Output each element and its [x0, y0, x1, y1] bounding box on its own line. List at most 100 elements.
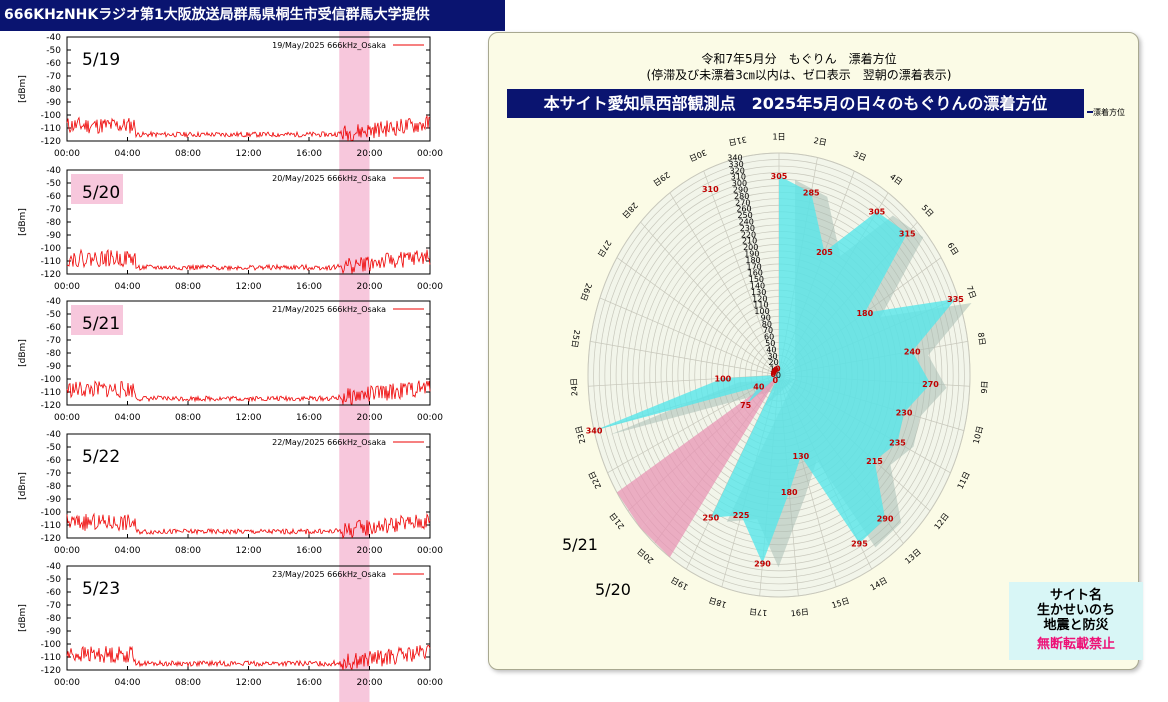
- day-label: 28日: [620, 201, 639, 220]
- value-label: 295: [851, 539, 868, 548]
- radar-spoke: [616, 257, 780, 376]
- y-tick-label: -70: [46, 469, 61, 479]
- x-tick-label: 00:00: [54, 149, 80, 159]
- x-tick-label: 04:00: [115, 149, 141, 159]
- radial-tick-label: 30: [767, 352, 777, 361]
- value-label: 230: [896, 409, 913, 418]
- day-label: 8日: [976, 332, 987, 346]
- x-tick-label: 08:00: [175, 546, 201, 556]
- radial-tick-label: 340: [727, 154, 742, 163]
- y-tick-label: -60: [46, 588, 61, 598]
- radar-spoke: [740, 157, 780, 376]
- y-tick-label: -70: [46, 72, 61, 82]
- site-line2: 地震と防災: [1043, 618, 1109, 633]
- radial-tick-label: 200: [743, 243, 758, 252]
- y-tick-label: -40: [46, 562, 61, 572]
- y-axis-label: [dBm]: [18, 339, 28, 367]
- y-tick-label: -70: [46, 336, 61, 346]
- y-tick-label: -90: [46, 98, 61, 108]
- date-label: 5/19: [82, 50, 120, 70]
- day-label: 11日: [956, 470, 972, 490]
- y-tick-label: -90: [46, 495, 61, 505]
- date-label: 5/20: [82, 183, 120, 203]
- x-tick-label: 20:00: [357, 282, 383, 292]
- radar-spoke: [590, 341, 780, 376]
- date-label: 5/22: [82, 447, 120, 467]
- x-tick-label: 04:00: [115, 282, 141, 292]
- value-label: 270: [922, 380, 939, 389]
- radar-subtitle: (停滞及び未漂着3㎝以内は、ゼロ表示 翌朝の漂着表示): [646, 67, 951, 82]
- day-label: 6日: [946, 241, 961, 257]
- spectrogram-panels: -40 -50 -60 -70 -80 -90 -100 -110 -120 00:00 04:00…: [18, 31, 443, 702]
- y-tick-label: -40: [46, 430, 61, 440]
- annotation-5-21: 5/21: [562, 535, 598, 554]
- date-label-bg: [71, 305, 123, 335]
- radial-tick-label: 310: [731, 173, 746, 182]
- day-label: 7日: [965, 285, 978, 300]
- spectrogram-1: -40 -50 -60 -70 -80 -90 -100 -110 -120 00:00 04:00…: [18, 33, 443, 159]
- x-tick-label: 12:00: [236, 282, 262, 292]
- y-tick-label: -60: [46, 59, 61, 69]
- x-tick-label: 20:00: [357, 678, 383, 688]
- radar-title: 令和7年5月分 もぐりん 漂着方位: [701, 51, 896, 66]
- radial-tick-label: 60: [764, 333, 774, 342]
- value-label: 0: [771, 370, 777, 379]
- day-label: 27日: [596, 238, 613, 258]
- value-label: 0: [771, 367, 777, 376]
- y-tick-label: -50: [46, 443, 61, 453]
- value-label: 250: [702, 514, 719, 523]
- y-tick-label: -60: [46, 192, 61, 202]
- y-axis-label: [dBm]: [18, 604, 28, 632]
- x-tick-label: 00:00: [417, 678, 443, 688]
- y-tick-label: -60: [46, 323, 61, 333]
- day-label: 17日: [749, 607, 768, 618]
- value-label: 130: [793, 452, 810, 461]
- x-tick-label: 20:00: [357, 149, 383, 159]
- radar-spoke: [599, 297, 780, 376]
- signal-trace: [66, 380, 431, 405]
- radial-tick-label: 90: [761, 313, 771, 322]
- x-tick-label: 20:00: [357, 413, 383, 423]
- day-label: 23日: [574, 425, 587, 445]
- y-tick-label: -50: [46, 575, 61, 585]
- plot-caption: 19/May/2025 666kHz_Osaka: [272, 41, 386, 50]
- value-label: 40: [753, 383, 765, 392]
- y-tick-label: -40: [46, 166, 61, 176]
- signal-trace: [66, 248, 431, 275]
- radial-tick-label: 40: [766, 345, 776, 354]
- radial-tick-label: 120: [752, 294, 767, 303]
- y-tick-label: -110: [41, 653, 62, 663]
- y-tick-label: -80: [46, 614, 61, 624]
- y-tick-label: -40: [46, 297, 61, 307]
- y-tick-label: -100: [41, 640, 62, 650]
- day-label: 24日: [569, 378, 579, 397]
- x-tick-label: 08:00: [175, 413, 201, 423]
- radial-tick-label: 330: [728, 160, 743, 169]
- value-label: 290: [754, 559, 771, 568]
- y-tick-label: -90: [46, 627, 61, 637]
- day-label: 5日: [920, 203, 936, 219]
- spectrogram-5: -40 -50 -60 -70 -80 -90 -100 -110 -120 00:00 04:00…: [18, 562, 443, 688]
- radar-banner: 本サイト愛知県西部観測点 2025年5月の日々のもぐりんの漂着方位: [507, 89, 1084, 118]
- y-tick-label: -110: [41, 388, 62, 398]
- value-label: 75: [740, 401, 752, 410]
- radial-tick-label: 230: [740, 224, 755, 233]
- day-label: 22日: [587, 470, 603, 490]
- date-label: 5/23: [82, 579, 120, 599]
- value-label: 180: [856, 309, 873, 318]
- y-tick-label: -40: [46, 33, 61, 43]
- day-label: 4日: [888, 172, 904, 187]
- x-tick-label: 16:00: [296, 149, 322, 159]
- day-label: 10日: [972, 425, 985, 445]
- day-label: 2日: [813, 136, 828, 147]
- x-tick-label: 00:00: [417, 546, 443, 556]
- copyright-warning: 無断転載禁止: [1036, 637, 1115, 652]
- y-tick-label: -80: [46, 85, 61, 95]
- radial-tick-label: 150: [749, 275, 764, 284]
- value-label: 0: [772, 366, 778, 375]
- x-tick-label: 00:00: [417, 282, 443, 292]
- x-tick-label: 16:00: [296, 546, 322, 556]
- plot-frame: [66, 433, 431, 539]
- y-tick-label: -60: [46, 456, 61, 466]
- radial-tick-label: 320: [730, 166, 745, 175]
